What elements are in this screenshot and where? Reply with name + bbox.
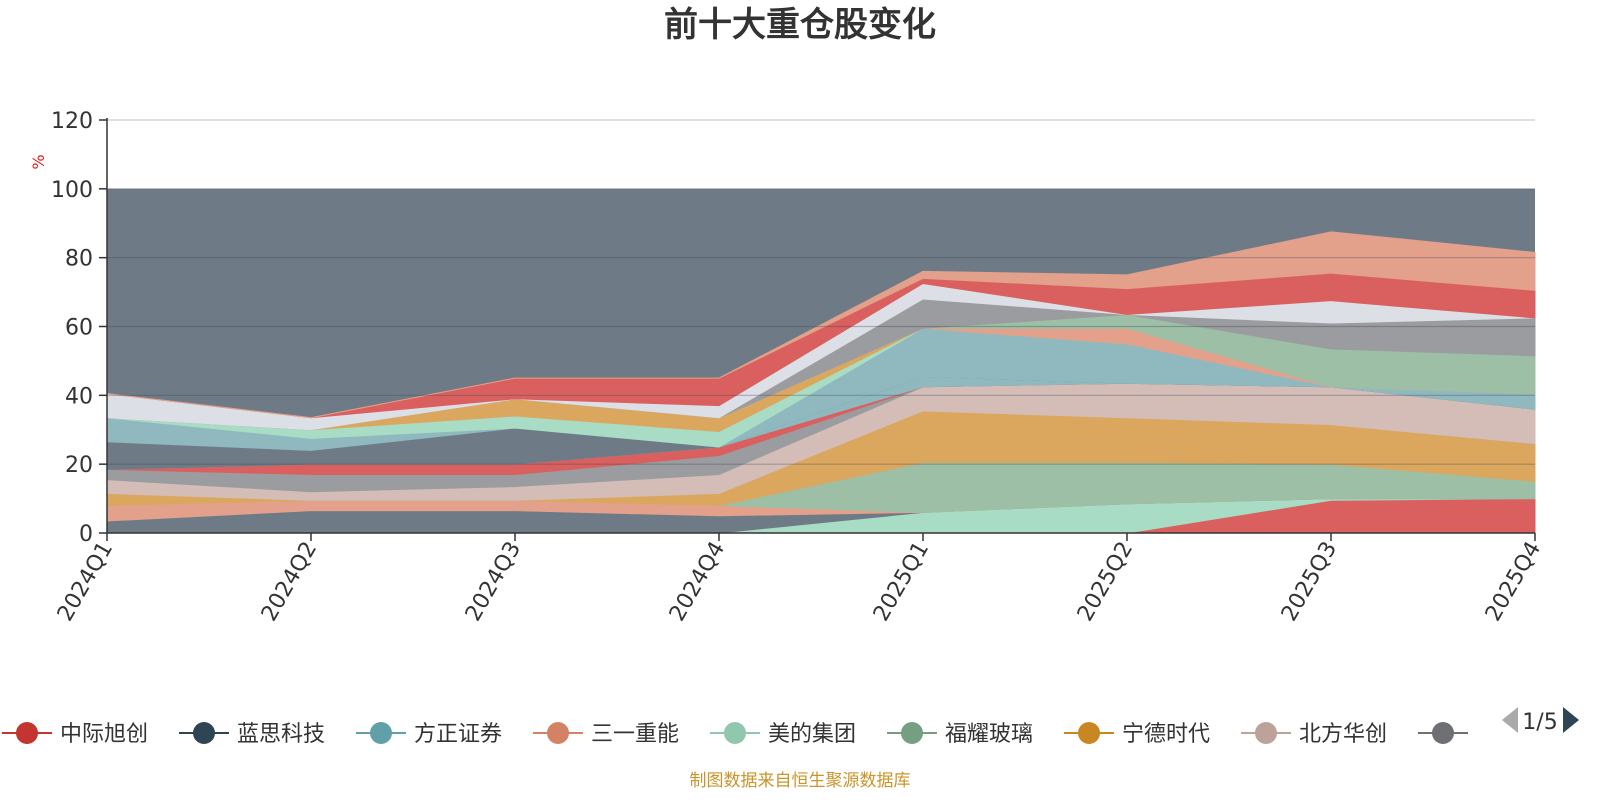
- legend-item[interactable]: 宁德时代: [1064, 722, 1210, 747]
- x-tick-label: 2024Q3: [461, 538, 526, 626]
- legend-label: 三一重能: [591, 722, 679, 747]
- legend[interactable]: 中际旭创 蓝思科技 方正证券 三一重能 美的集团 福耀玻璃 宁德时代 北方华创: [2, 722, 1468, 747]
- y-tick-label: 100: [51, 178, 93, 203]
- legend-circle-icon: [1432, 722, 1454, 744]
- legend-circle-icon: [193, 722, 215, 744]
- legend-pager: 1/5: [1502, 707, 1579, 735]
- x-axis: 2024Q1 2024Q2 2024Q3 2024Q4 2025Q1 2025Q2 2025…: [53, 532, 1546, 626]
- legend-item[interactable]: [1418, 722, 1468, 744]
- x-tick-label: 2025Q4: [1481, 538, 1546, 626]
- legend-circle-icon: [370, 722, 392, 744]
- y-tick-label: 20: [65, 453, 93, 478]
- legend-circle-icon: [16, 722, 38, 744]
- x-tick-label: 2025Q2: [1073, 538, 1138, 626]
- y-tick-label: 120: [51, 109, 93, 134]
- legend-label: 福耀玻璃: [945, 722, 1033, 747]
- y-tick-label: 60: [65, 316, 93, 341]
- legend-label: 蓝思科技: [237, 722, 325, 747]
- x-tick-label: 2024Q2: [257, 538, 322, 626]
- legend-label: 北方华创: [1299, 722, 1387, 747]
- y-tick-label: 40: [65, 384, 93, 409]
- y-axis-unit-label: %: [29, 154, 48, 169]
- y-tick-label: 80: [65, 247, 93, 272]
- legend-item[interactable]: 中际旭创: [2, 722, 148, 747]
- legend-item[interactable]: 美的集团: [710, 722, 856, 747]
- x-tick-label: 2025Q3: [1277, 538, 1342, 626]
- legend-circle-icon: [1078, 722, 1100, 744]
- legend-item[interactable]: 方正证券: [356, 722, 502, 747]
- legend-circle-icon: [724, 722, 746, 744]
- legend-item[interactable]: 北方华创: [1241, 722, 1387, 747]
- legend-next-page-icon[interactable]: [1563, 707, 1579, 733]
- x-tick-label: 2025Q1: [869, 538, 934, 626]
- legend-prev-page-icon[interactable]: [1502, 707, 1518, 733]
- y-axis: 0 20 40 60 80 100 120: [51, 109, 108, 547]
- legend-item[interactable]: 三一重能: [533, 722, 679, 747]
- legend-label: 中际旭创: [60, 722, 148, 747]
- x-tick-label: 2024Q4: [665, 538, 730, 626]
- y-tick-label: 0: [79, 522, 93, 547]
- legend-circle-icon: [547, 722, 569, 744]
- chart-title: 前十大重仓股变化: [664, 5, 936, 45]
- legend-label: 宁德时代: [1122, 722, 1210, 747]
- source-note: 制图数据来自恒生聚源数据库: [690, 771, 911, 791]
- legend-label: 美的集团: [768, 722, 856, 747]
- legend-item[interactable]: 蓝思科技: [179, 722, 325, 747]
- legend-circle-icon: [901, 722, 923, 744]
- x-tick-label: 2024Q1: [53, 538, 118, 626]
- legend-item[interactable]: 福耀玻璃: [887, 722, 1033, 747]
- legend-label: 方正证券: [414, 722, 502, 747]
- legend-circle-icon: [1255, 722, 1277, 744]
- legend-page-indicator: 1/5: [1522, 710, 1557, 735]
- plot-area: [106, 119, 1536, 534]
- series-area-20: [106, 231, 1536, 419]
